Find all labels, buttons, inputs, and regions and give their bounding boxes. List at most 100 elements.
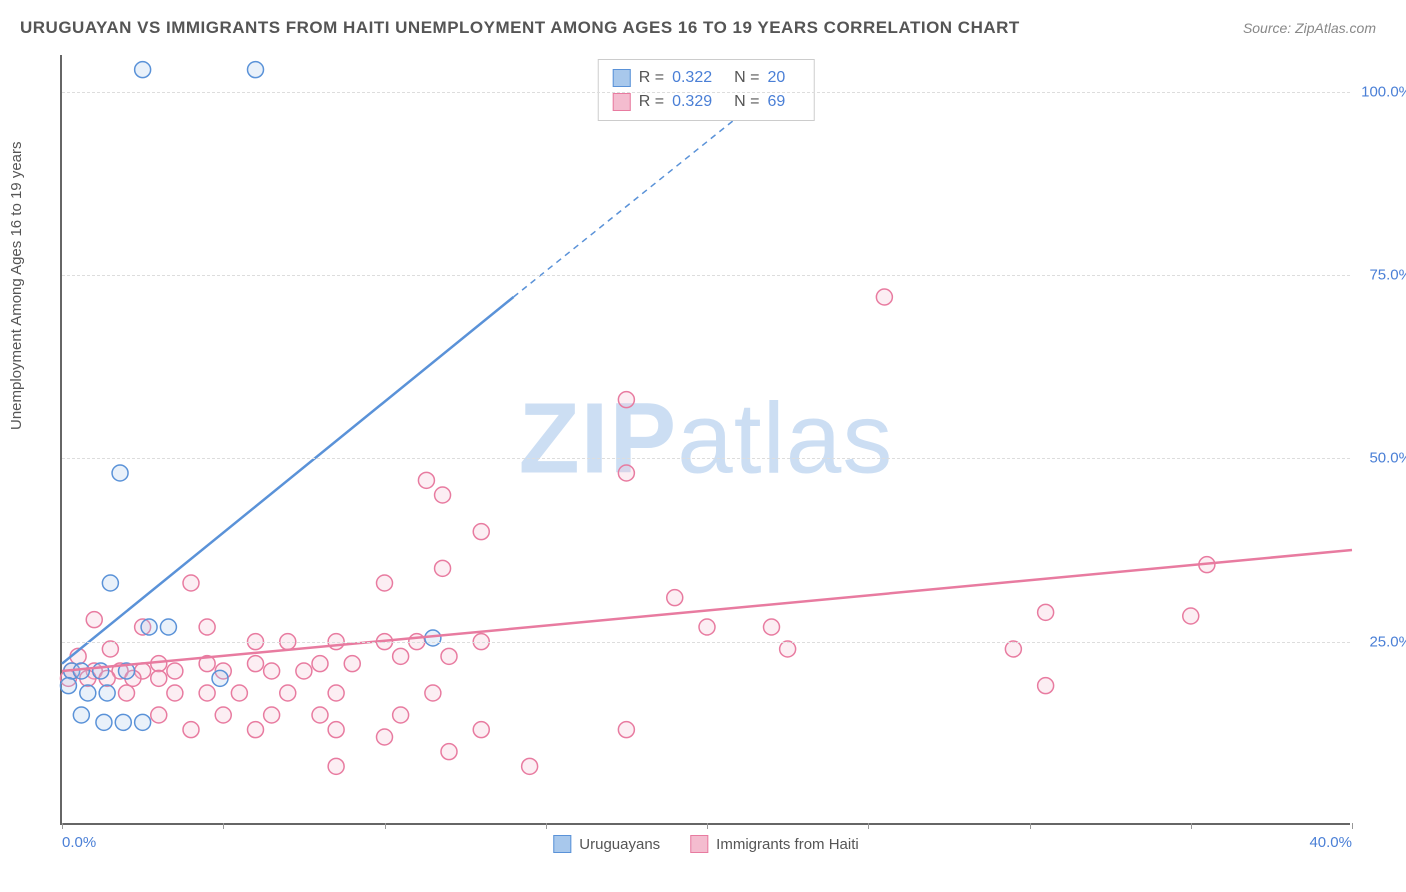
n-label: N = (734, 93, 759, 111)
y-tick-label: 100.0% (1361, 83, 1406, 100)
n-value-haiti: 69 (767, 93, 785, 111)
legend-item-uruguayans: Uruguayans (553, 835, 660, 853)
scatter-point (296, 663, 312, 679)
scatter-point (377, 575, 393, 591)
scatter-point (99, 685, 115, 701)
scatter-point (248, 62, 264, 78)
chart-svg (62, 55, 1350, 823)
scatter-point (135, 62, 151, 78)
scatter-point (264, 707, 280, 723)
scatter-point (60, 678, 76, 694)
scatter-point (93, 663, 109, 679)
x-tick-label: 40.0% (1309, 834, 1352, 851)
swatch-uruguayans (613, 69, 631, 87)
scatter-point (1183, 608, 1199, 624)
swatch-haiti (690, 835, 708, 853)
scatter-point (1038, 678, 1054, 694)
r-value-haiti: 0.329 (672, 93, 712, 111)
n-value-uruguayans: 20 (767, 69, 785, 87)
scatter-point (618, 722, 634, 738)
stats-legend-box: R = 0.322 N = 20 R = 0.329 N = 69 (598, 59, 815, 121)
scatter-point (618, 465, 634, 481)
x-tick-label: 0.0% (62, 834, 96, 851)
scatter-point (151, 670, 167, 686)
trend-line-solid (62, 297, 514, 664)
r-label: R = (639, 93, 664, 111)
scatter-point (393, 707, 409, 723)
scatter-point (418, 472, 434, 488)
scatter-point (199, 685, 215, 701)
scatter-point (328, 685, 344, 701)
scatter-point (73, 707, 89, 723)
scatter-point (312, 656, 328, 672)
scatter-point (264, 663, 280, 679)
scatter-point (96, 714, 112, 730)
n-label: N = (734, 69, 759, 87)
scatter-point (248, 722, 264, 738)
scatter-point (248, 656, 264, 672)
scatter-point (1005, 641, 1021, 657)
scatter-point (473, 524, 489, 540)
scatter-point (102, 641, 118, 657)
scatter-point (183, 575, 199, 591)
scatter-point (167, 685, 183, 701)
scatter-point (199, 619, 215, 635)
scatter-point (231, 685, 247, 701)
bottom-legend: Uruguayans Immigrants from Haiti (553, 835, 858, 853)
trend-line-solid (62, 550, 1352, 671)
y-tick-label: 75.0% (1369, 267, 1406, 284)
scatter-point (312, 707, 328, 723)
y-tick-label: 25.0% (1369, 633, 1406, 650)
scatter-point (115, 714, 131, 730)
y-axis-label: Unemployment Among Ages 16 to 19 years (8, 141, 25, 430)
scatter-point (328, 758, 344, 774)
r-label: R = (639, 69, 664, 87)
scatter-point (212, 670, 228, 686)
scatter-point (215, 707, 231, 723)
scatter-point (393, 648, 409, 664)
scatter-point (522, 758, 538, 774)
scatter-point (473, 722, 489, 738)
scatter-point (73, 663, 89, 679)
y-tick-label: 50.0% (1369, 450, 1406, 467)
scatter-point (141, 619, 157, 635)
scatter-point (377, 729, 393, 745)
scatter-point (699, 619, 715, 635)
scatter-point (80, 685, 96, 701)
plot-area: ZIPatlas R = 0.322 N = 20 R = 0.329 N = … (60, 55, 1350, 825)
scatter-point (876, 289, 892, 305)
stats-row-uruguayans: R = 0.322 N = 20 (613, 66, 800, 90)
scatter-point (167, 663, 183, 679)
swatch-haiti (613, 93, 631, 111)
scatter-point (1038, 604, 1054, 620)
scatter-point (183, 722, 199, 738)
scatter-point (102, 575, 118, 591)
chart-title: URUGUAYAN VS IMMIGRANTS FROM HAITI UNEMP… (20, 18, 1020, 38)
scatter-point (425, 630, 441, 646)
scatter-point (112, 465, 128, 481)
scatter-point (441, 648, 457, 664)
scatter-point (425, 685, 441, 701)
source-attribution: Source: ZipAtlas.com (1243, 20, 1376, 36)
scatter-point (135, 714, 151, 730)
scatter-point (328, 722, 344, 738)
scatter-point (618, 392, 634, 408)
scatter-point (151, 707, 167, 723)
swatch-uruguayans (553, 835, 571, 853)
legend-item-haiti: Immigrants from Haiti (690, 835, 859, 853)
scatter-point (441, 744, 457, 760)
scatter-point (160, 619, 176, 635)
legend-label-haiti: Immigrants from Haiti (716, 836, 859, 853)
scatter-point (119, 685, 135, 701)
scatter-point (280, 685, 296, 701)
scatter-point (435, 487, 451, 503)
r-value-uruguayans: 0.322 (672, 69, 712, 87)
scatter-point (667, 590, 683, 606)
scatter-point (764, 619, 780, 635)
scatter-point (86, 612, 102, 628)
scatter-point (780, 641, 796, 657)
stats-row-haiti: R = 0.329 N = 69 (613, 90, 800, 114)
scatter-point (344, 656, 360, 672)
scatter-point (435, 560, 451, 576)
legend-label-uruguayans: Uruguayans (579, 836, 660, 853)
